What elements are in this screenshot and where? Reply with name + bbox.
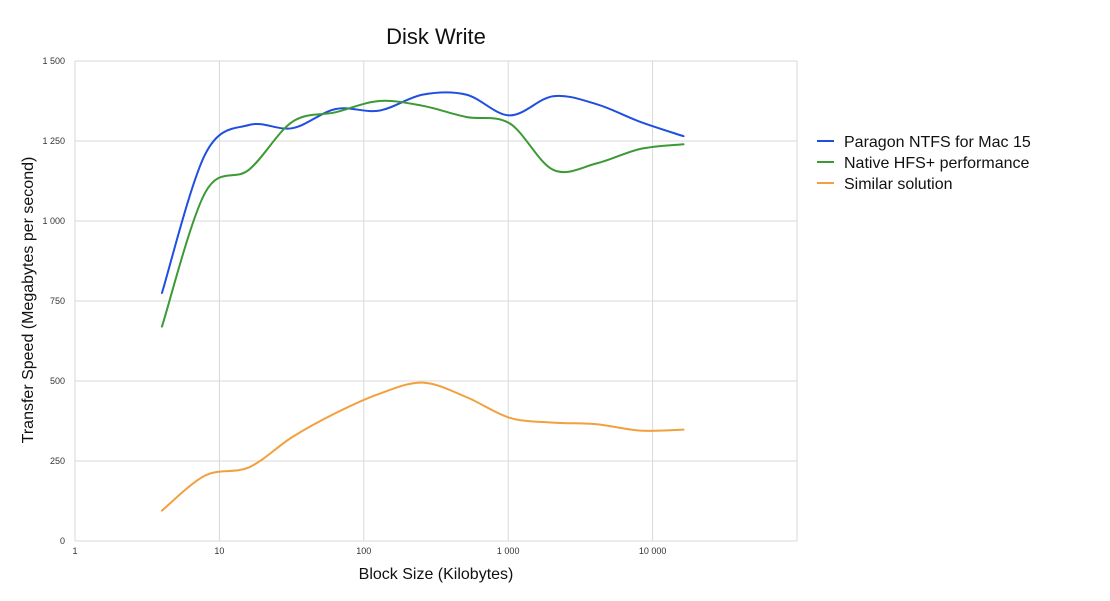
x-tick-label: 10 <box>214 546 224 556</box>
legend-item-similar: Similar solution <box>817 176 952 193</box>
legend-item-paragon: Paragon NTFS for Mac 15 <box>817 134 1031 151</box>
series-line-hfs <box>160 99 685 328</box>
axis-ticks: 0 250 500 750 1 000 1 250 1 500 1 10 100 1 000 10 0… <box>42 56 666 556</box>
x-axis-label: Block Size (Kilobytes) <box>359 566 514 583</box>
series-line-similar <box>160 381 685 512</box>
y-tick-label: 0 <box>60 536 65 546</box>
x-tick-label: 10 000 <box>639 546 667 556</box>
legend-label-similar: Similar solution <box>844 176 952 193</box>
legend: Paragon NTFS for Mac 15 Native HFS+ perf… <box>817 134 1031 193</box>
x-tick-label: 1 000 <box>497 546 520 556</box>
x-tick-label: 100 <box>356 546 371 556</box>
y-tick-label: 1 000 <box>42 216 65 226</box>
y-tick-label: 750 <box>50 296 65 306</box>
legend-label-hfs: Native HFS+ performance <box>844 155 1030 172</box>
series-line-paragon <box>160 91 685 294</box>
y-tick-label: 500 <box>50 376 65 386</box>
y-tick-label: 1 500 <box>42 56 65 66</box>
legend-item-hfs: Native HFS+ performance <box>817 155 1030 172</box>
series-lines <box>160 91 685 512</box>
chart-title: Disk Write <box>386 24 486 49</box>
x-tick-label: 1 <box>72 546 77 556</box>
y-tick-label: 250 <box>50 456 65 466</box>
legend-label-paragon: Paragon NTFS for Mac 15 <box>844 134 1031 151</box>
y-axis-label: Transfer Speed (Megabytes per second) <box>20 157 37 444</box>
y-tick-label: 1 250 <box>42 136 65 146</box>
grid <box>74 60 798 542</box>
